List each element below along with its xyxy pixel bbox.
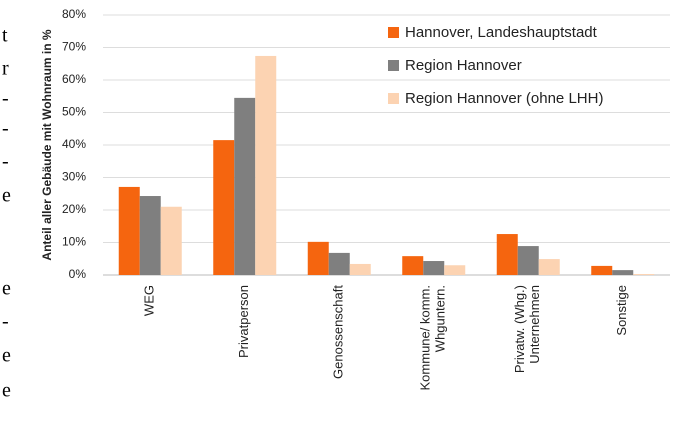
y-tick-label: 70% — [62, 40, 86, 54]
legend-swatch — [388, 93, 399, 104]
bar — [444, 265, 466, 275]
bar — [160, 206, 182, 275]
bar — [118, 186, 140, 275]
y-tick-label: 40% — [62, 137, 86, 151]
bar — [139, 196, 161, 275]
bar — [517, 246, 539, 275]
margin-fragment: t — [2, 25, 8, 47]
bar — [591, 265, 613, 275]
y-tick-label: 10% — [62, 235, 86, 249]
bar — [349, 263, 371, 275]
y-tick-label: 30% — [62, 170, 86, 184]
legend-label: Region Hannover — [405, 57, 522, 74]
bar — [234, 97, 256, 275]
margin-fragment: r — [2, 58, 9, 80]
y-tick-label: 0% — [69, 267, 87, 281]
x-tick-label: Genossenschaft — [331, 285, 346, 379]
y-tick-label: 50% — [62, 105, 86, 119]
margin-fragment: e — [2, 185, 11, 207]
bar — [213, 140, 235, 275]
margin-fragment: e — [2, 380, 11, 402]
y-tick-label: 60% — [62, 72, 86, 86]
y-tick-label: 80% — [62, 7, 86, 21]
margin-fragment: e — [2, 278, 11, 300]
margin-fragment: - — [2, 88, 9, 110]
y-axis-label: Anteil aller Gebäude mit Wohnraum in % — [40, 29, 54, 260]
legend-label: Hannover, Landeshauptstadt — [405, 24, 598, 41]
margin-fragment: e — [2, 345, 11, 367]
bar — [538, 259, 560, 275]
x-tick-label: WEG — [142, 285, 157, 316]
bar — [255, 55, 277, 276]
legend-swatch — [388, 60, 399, 71]
bar — [612, 270, 634, 275]
x-tick-label: Privatperson — [236, 285, 251, 358]
x-tick-label: Sonstige — [614, 285, 629, 336]
bar — [423, 261, 445, 275]
x-tick-label: Kommune/ komm.Whguntern. — [418, 285, 448, 390]
legend-label: Region Hannover (ohne LHH) — [405, 90, 603, 107]
x-tick-label: Privatw. (Whg.)Unternehmen — [512, 285, 542, 373]
margin-fragment: - — [2, 151, 9, 173]
bar — [496, 234, 518, 275]
bar — [328, 252, 350, 275]
legend-swatch — [388, 27, 399, 38]
bar — [633, 274, 655, 275]
bar — [307, 241, 329, 275]
bar — [402, 256, 424, 275]
y-tick-label: 20% — [62, 202, 86, 216]
margin-fragment: - — [2, 118, 9, 140]
margin-fragment: - — [2, 311, 9, 333]
